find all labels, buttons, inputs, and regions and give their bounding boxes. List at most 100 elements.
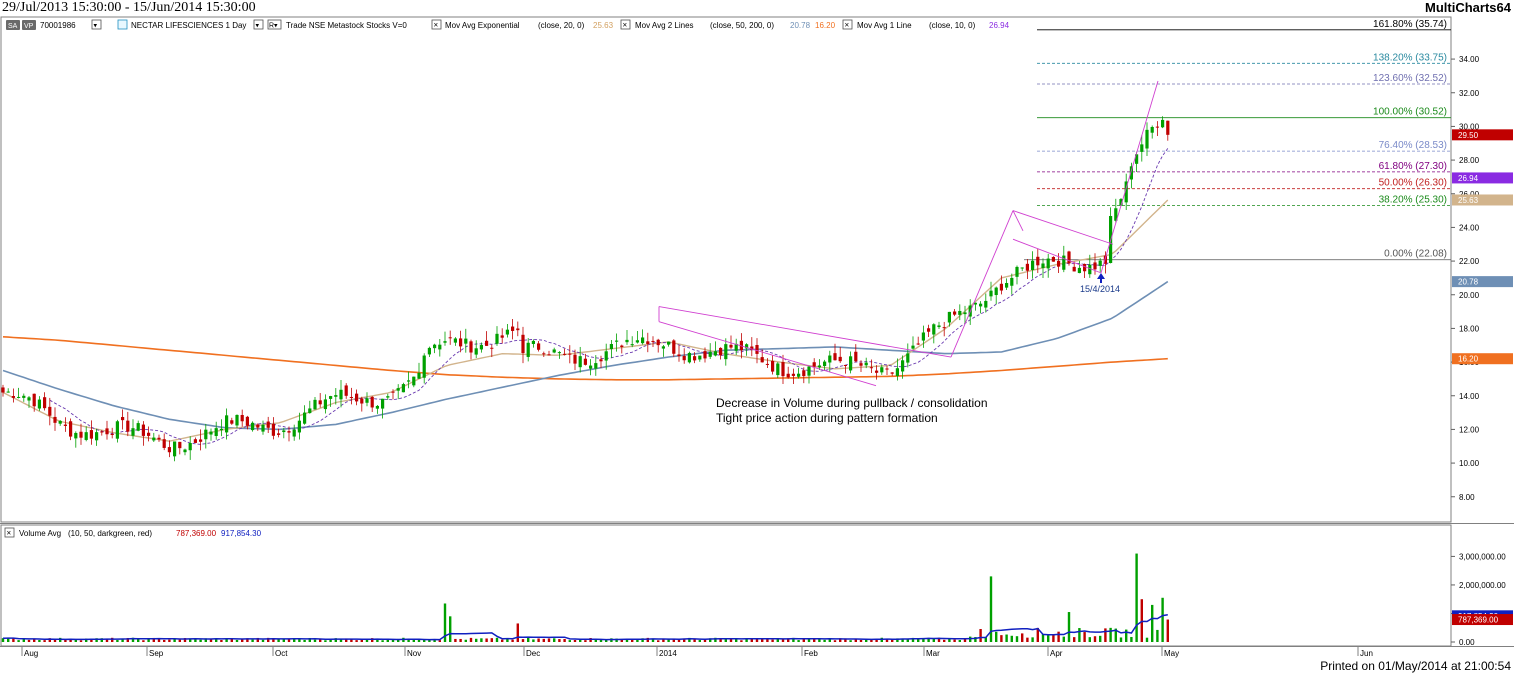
candle-body	[687, 352, 691, 363]
candle-body	[391, 391, 395, 393]
volume-bar	[209, 638, 213, 642]
candle-body	[547, 354, 551, 356]
volume-bar	[776, 639, 779, 642]
candle-body	[251, 422, 255, 431]
ind2-value2: 16.20	[815, 21, 836, 30]
volume-bar	[64, 639, 67, 642]
volume-bar	[116, 640, 119, 642]
volume-toggle[interactable]	[4, 527, 15, 538]
candle-body	[308, 408, 312, 414]
candle-body	[474, 348, 478, 355]
volume-bar	[287, 639, 291, 642]
volume-bar	[157, 638, 161, 642]
volume-marker	[1452, 614, 1513, 626]
ind2-toggle[interactable]	[620, 19, 631, 30]
vp-badge[interactable]	[22, 20, 36, 30]
candle-body	[864, 362, 868, 366]
volume-value1: 787,369.00	[176, 529, 217, 538]
volume-bar	[792, 637, 795, 642]
candle-body	[386, 396, 390, 398]
volume-bar	[849, 640, 852, 642]
candle-body	[318, 400, 322, 405]
candle-body	[417, 372, 421, 379]
ind1-name: Mov Avg Exponential	[445, 21, 520, 30]
candle-body	[823, 361, 827, 367]
volume-bar	[1130, 636, 1133, 642]
candle-body	[287, 431, 291, 433]
price-marker	[1452, 172, 1513, 184]
candle-body	[916, 343, 920, 345]
volume-bar	[412, 640, 415, 642]
volume-bar	[662, 639, 665, 642]
volume-bar	[90, 639, 93, 642]
volume-axis[interactable]: 0.001,000,000.002,000,000.003,000,000.00	[1451, 552, 1506, 647]
ind1-toggle[interactable]	[431, 19, 442, 30]
candle-body	[126, 420, 130, 432]
time-axis[interactable]: Aug Sep Oct Nov Dec 2014 Feb Mar Apr May Jun	[21, 647, 1373, 658]
channel-line[interactable]	[1012, 210, 1024, 231]
volume-bar	[620, 639, 623, 642]
candle-body	[729, 344, 733, 348]
volume-bar	[126, 637, 129, 642]
channel-line[interactable]	[1012, 210, 1114, 245]
symbol-icon[interactable]	[91, 19, 102, 30]
price-markers: 29.5026.9425.6320.7816.20917,854.30787,3…	[1452, 129, 1513, 626]
price-tick-label: 18.00	[1459, 324, 1480, 333]
time-tick-label: Aug	[24, 649, 38, 658]
channel-drawing[interactable]	[658, 80, 1159, 387]
price-marker-label: 26.94	[1458, 174, 1479, 183]
volume-bar	[48, 638, 51, 642]
volume-marker-label: 787,369.00	[1458, 616, 1499, 625]
volume-bar	[152, 637, 155, 642]
candle-body	[635, 340, 639, 343]
candle-body	[599, 359, 603, 362]
channel-line[interactable]	[658, 306, 952, 358]
candle-body	[531, 340, 535, 345]
sa-badge[interactable]	[6, 20, 20, 30]
price-marker-label: 20.78	[1458, 278, 1479, 287]
volume-bar	[745, 638, 748, 642]
volume-bar	[1041, 634, 1045, 642]
candle-body	[511, 326, 515, 331]
arrow-date-label: 15/4/2014	[1080, 284, 1120, 294]
time-tick-label: Jun	[1360, 649, 1373, 658]
candle-body	[1036, 256, 1040, 266]
candle-body	[885, 368, 889, 370]
volume-bar	[490, 638, 493, 642]
arrow-marker[interactable]: 15/4/2014	[1080, 273, 1120, 294]
volume-pane[interactable]	[0, 524, 1452, 647]
trend-line[interactable]	[950, 210, 1014, 358]
price-pane[interactable]	[0, 16, 1452, 523]
ind3-toggle[interactable]	[842, 19, 853, 30]
bar-icon[interactable]	[117, 19, 128, 30]
volume-bar	[1119, 637, 1123, 642]
price-tick-label: 26.00	[1459, 190, 1480, 199]
candle-body	[1161, 119, 1165, 128]
candle-body	[578, 356, 582, 368]
volume-bar	[360, 639, 363, 642]
price-tick-label: 12.00	[1459, 425, 1480, 434]
volume-bar	[922, 638, 925, 642]
close-icon: ×	[845, 21, 850, 30]
ind3-name: Mov Avg 1 Line	[857, 21, 912, 30]
reload-icon[interactable]	[267, 19, 282, 30]
volume-bar	[719, 638, 722, 642]
candle-body	[625, 339, 629, 343]
candle-body	[136, 423, 140, 431]
volume-bar	[1078, 628, 1081, 642]
volume-bar	[594, 639, 597, 642]
candle-body	[1155, 126, 1159, 128]
volume-bar	[989, 576, 993, 642]
trend-line[interactable]	[1100, 80, 1159, 273]
channel-line[interactable]	[1012, 238, 1102, 274]
candle-body	[505, 329, 509, 335]
candle-body	[339, 389, 343, 400]
fibonacci-extension[interactable]: 161.80% (35.74) 138.20% (33.75) 123.60% (3…	[1024, 19, 1451, 261]
resolution-dropdown[interactable]	[253, 19, 264, 30]
volume-bar	[943, 639, 946, 642]
data-feed: Trade NSE Metastock Stocks V=0	[286, 21, 407, 30]
price-marker-label: 16.20	[1458, 355, 1479, 364]
channel-line[interactable]	[658, 321, 877, 387]
volume-bar	[417, 639, 421, 642]
